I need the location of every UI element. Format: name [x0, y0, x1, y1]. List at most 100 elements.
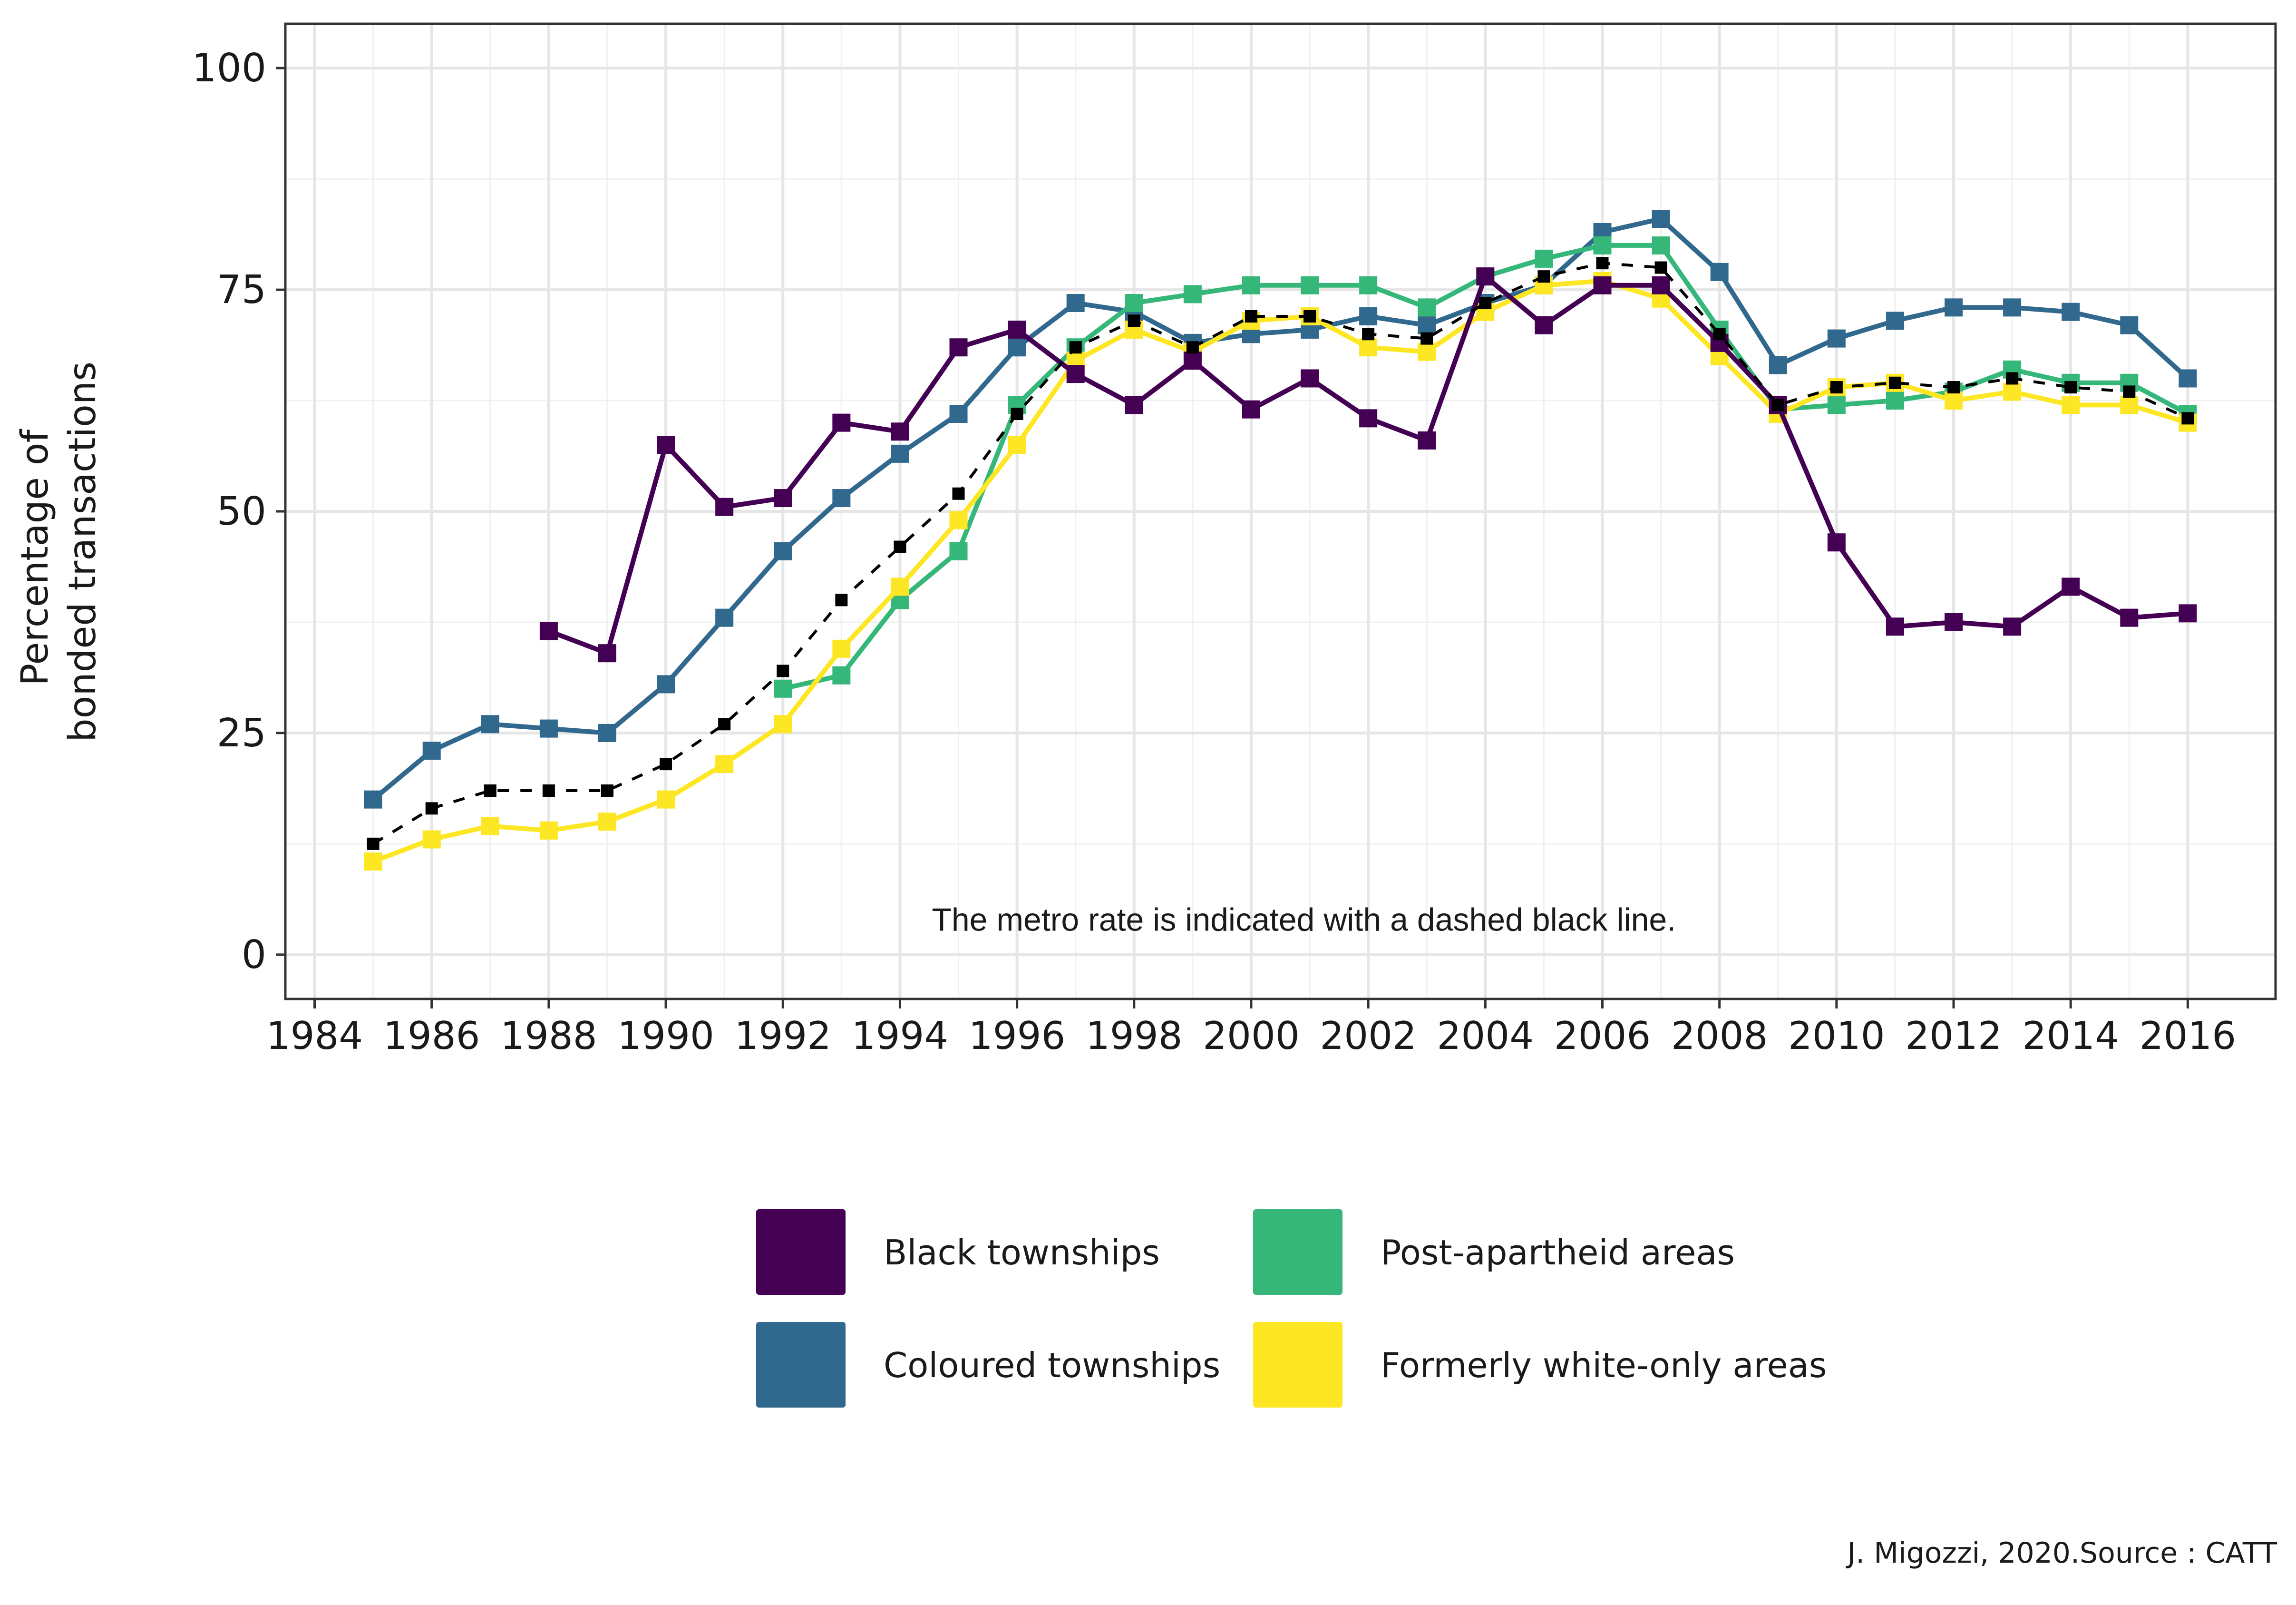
data-point — [715, 498, 734, 516]
data-point — [1069, 341, 1082, 354]
data-point — [364, 852, 382, 871]
data-point — [2179, 604, 2197, 623]
legend-swatch — [756, 1209, 846, 1295]
data-point — [715, 608, 734, 627]
x-tick-label: 2016 — [2140, 1014, 2237, 1058]
data-point — [1888, 376, 1901, 389]
x-tick-label: 1986 — [383, 1014, 480, 1058]
data-point — [1886, 312, 1904, 330]
data-point — [1827, 533, 1846, 552]
data-point — [777, 665, 789, 677]
legend-swatch — [756, 1322, 846, 1408]
data-point — [1652, 210, 1670, 228]
y-axis-label: Percentage of bonded transactions — [14, 362, 104, 742]
data-point — [718, 718, 731, 731]
data-point — [894, 540, 906, 553]
data-point — [2120, 608, 2139, 627]
data-point — [1710, 263, 1729, 281]
data-point — [1654, 261, 1667, 274]
data-point — [539, 622, 558, 640]
x-tick-label: 2006 — [1554, 1014, 1651, 1058]
y-tick-label: 0 — [242, 932, 266, 978]
data-point — [2062, 577, 2080, 596]
data-point — [598, 644, 616, 663]
data-point — [1420, 332, 1433, 345]
x-tick-label: 1990 — [617, 1014, 714, 1058]
data-point — [1008, 436, 1026, 454]
data-point — [2003, 617, 2022, 636]
x-tick-label: 1992 — [734, 1014, 831, 1058]
data-point — [1596, 257, 1609, 270]
data-point — [364, 790, 382, 809]
legend-swatch — [1253, 1209, 1343, 1295]
data-point — [1304, 310, 1316, 323]
data-point — [2006, 372, 2019, 385]
data-point — [484, 784, 496, 797]
data-point — [481, 817, 499, 835]
data-point — [1301, 369, 1319, 388]
data-point — [1476, 267, 1495, 286]
x-tick-label: 2002 — [1320, 1014, 1417, 1058]
data-point — [2062, 303, 2080, 321]
x-tick-label: 1988 — [500, 1014, 597, 1058]
data-point — [1245, 310, 1257, 323]
data-point — [1652, 276, 1670, 294]
data-point — [2062, 396, 2080, 414]
legend-label: Formerly white-only areas — [1381, 1345, 1827, 1385]
data-point — [774, 715, 792, 734]
data-point — [1945, 391, 1963, 410]
data-point — [1537, 270, 1550, 283]
data-point — [774, 679, 792, 698]
y-tick-label: 100 — [192, 46, 266, 91]
data-point — [949, 511, 968, 529]
legend: Black townships Post-apartheid areas Colou… — [756, 1209, 1827, 1408]
data-point — [660, 758, 672, 771]
data-point — [1008, 320, 1026, 339]
data-point — [1886, 391, 1904, 410]
axes: 0 25 50 75 100 1984 1986 1988 1990 1992 1994 1996 19… — [192, 22, 2277, 1058]
legend-item: Formerly white-only areas — [1253, 1322, 1827, 1408]
data-point — [2120, 316, 2139, 334]
legend-label: Coloured townships — [884, 1345, 1220, 1385]
data-point — [481, 715, 499, 734]
source-caption: J. Migozzi, 2020.Source : CATT — [1847, 1536, 2277, 1570]
data-point — [1183, 352, 1202, 370]
data-point — [2181, 412, 2194, 425]
y-tick-label: 25 — [217, 711, 266, 756]
y-tick-label: 50 — [217, 489, 266, 534]
data-point — [2003, 298, 2022, 317]
data-point — [1418, 343, 1436, 361]
data-point — [949, 542, 968, 560]
data-point — [1827, 329, 1846, 348]
data-point — [891, 422, 909, 441]
data-point — [1769, 356, 1787, 374]
x-tick-label: 2008 — [1671, 1014, 1768, 1058]
data-point — [2123, 385, 2136, 398]
data-point — [2064, 381, 2077, 394]
data-point — [1242, 276, 1260, 294]
x-tick-label: 1984 — [266, 1014, 363, 1058]
data-point — [1242, 400, 1260, 419]
data-point — [1535, 249, 1553, 268]
data-point — [598, 812, 616, 831]
data-point — [1652, 236, 1670, 254]
chart-annotation: The metro rate is indicated with a dashe… — [932, 901, 1676, 938]
legend-item: Coloured townships — [756, 1322, 1220, 1408]
data-point — [422, 830, 441, 849]
legend-item: Post-apartheid areas — [1253, 1209, 1735, 1295]
data-point — [1128, 314, 1140, 327]
legend-item: Black townships — [756, 1209, 1160, 1295]
data-point — [1713, 328, 1726, 341]
data-point — [2003, 382, 2022, 401]
data-point — [832, 489, 851, 508]
x-tick-label: 2014 — [2022, 1014, 2119, 1058]
data-point — [1945, 613, 1963, 631]
data-point — [601, 784, 613, 797]
data-point — [1418, 431, 1436, 450]
data-point — [539, 821, 558, 840]
y-axis-label-line-2: bonded transactions — [61, 362, 104, 742]
data-point — [657, 436, 675, 454]
series-1 — [364, 210, 2197, 809]
data-point — [1125, 396, 1143, 414]
legend-label: Black townships — [884, 1233, 1160, 1272]
